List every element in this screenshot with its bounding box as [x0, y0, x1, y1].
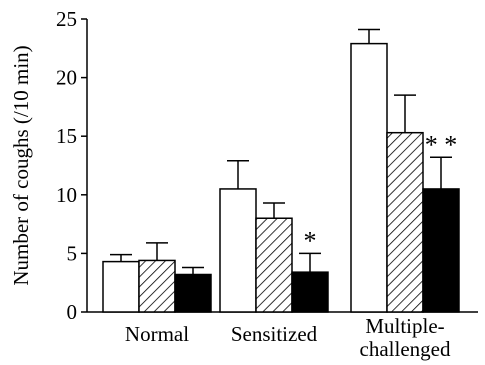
bar: [350, 42, 388, 313]
category-label: Multiple-: [365, 314, 444, 338]
category-label: Sensitized: [231, 322, 318, 346]
bar: [386, 131, 424, 313]
labels: 0 5 10 15 20 25 Number of coughs (/10 min) * * *…: [9, 7, 457, 361]
bar: [174, 273, 212, 313]
bar: [291, 271, 329, 313]
y-axis-label: Number of coughs (/10 min): [9, 45, 33, 285]
category-label: challenged: [360, 337, 451, 361]
y-tick-label: 25: [56, 7, 77, 31]
y-tick-label: 15: [56, 124, 77, 148]
category-label: Normal: [125, 322, 189, 346]
bar: [255, 217, 293, 313]
bar: [102, 260, 140, 313]
y-tick-label: 10: [56, 183, 77, 207]
bar: [422, 188, 460, 313]
significance-marker: *: [304, 226, 317, 255]
bar: [138, 259, 176, 313]
bars: [102, 28, 460, 313]
bar: [219, 188, 257, 313]
significance-marker: * *: [425, 130, 458, 159]
y-tick-label: 5: [67, 241, 78, 265]
y-tick-label: 20: [56, 66, 77, 90]
y-tick-label: 0: [67, 300, 78, 324]
